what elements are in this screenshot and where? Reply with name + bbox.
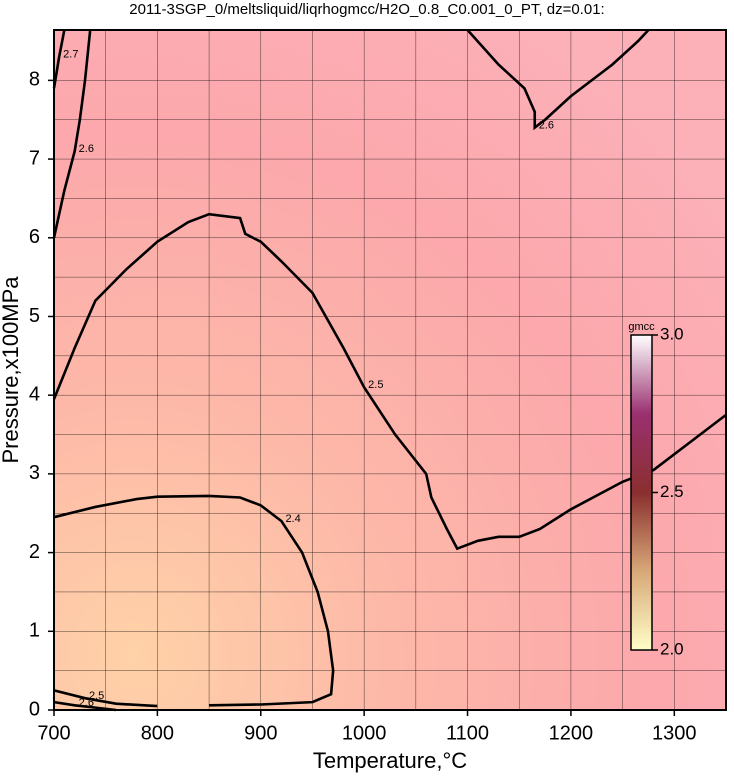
contour-label: 2.6 bbox=[79, 697, 94, 709]
x-axis-label: Temperature,°C bbox=[313, 748, 467, 773]
y-tick-label: 8 bbox=[29, 69, 40, 91]
contour-label: 2.4 bbox=[285, 513, 300, 525]
colorbar-tick-label: 3.0 bbox=[660, 324, 684, 343]
contour-line bbox=[52, 29, 66, 89]
x-tick-label: 700 bbox=[37, 722, 70, 744]
y-tick-label: 7 bbox=[29, 147, 40, 169]
x-tick-label: 1000 bbox=[342, 722, 387, 744]
plot-area: 2.42.52.62.62.72.52.6 bbox=[52, 29, 727, 712]
contour-line bbox=[466, 29, 650, 131]
y-tick-label: 2 bbox=[29, 541, 40, 563]
contour-line bbox=[53, 689, 158, 708]
plot-frame bbox=[53, 29, 727, 711]
contour-line bbox=[53, 494, 335, 707]
x-tick-label: 1200 bbox=[549, 722, 594, 744]
colorbar bbox=[630, 334, 653, 651]
x-tick-label: 800 bbox=[141, 722, 174, 744]
contour-label: 2.5 bbox=[368, 379, 383, 391]
x-tick-label: 1100 bbox=[446, 722, 489, 744]
plot-background bbox=[54, 30, 726, 710]
colorbar-label: gmcc bbox=[628, 321, 655, 333]
y-tick-label: 3 bbox=[29, 462, 40, 484]
y-tick-label: 5 bbox=[29, 305, 40, 327]
contour-label: 2.6 bbox=[79, 143, 94, 155]
y-tick-label: 0 bbox=[29, 698, 40, 720]
y-tick-label: 4 bbox=[29, 383, 40, 405]
colorbar-tick-label: 2.5 bbox=[660, 482, 684, 501]
contour-label: 2.5 bbox=[89, 690, 104, 702]
y-axis-label: Pressure,x100MPa bbox=[0, 276, 23, 464]
y-tick-label: 6 bbox=[29, 226, 40, 248]
colorbar-tick-label: 2.0 bbox=[660, 639, 684, 658]
chart-title: 2011-3SGP_0/meltsliquid/liqrhogmcc/H2O_0… bbox=[129, 1, 604, 18]
contour-line bbox=[52, 212, 727, 551]
x-tick-label: 1300 bbox=[652, 722, 697, 744]
contour-label: 2.6 bbox=[539, 119, 554, 131]
x-tick-label: 900 bbox=[244, 722, 277, 744]
contour-label: 2.7 bbox=[63, 49, 78, 61]
y-tick-label: 1 bbox=[29, 620, 40, 642]
contour-line bbox=[53, 700, 117, 712]
contour-line bbox=[52, 29, 92, 239]
